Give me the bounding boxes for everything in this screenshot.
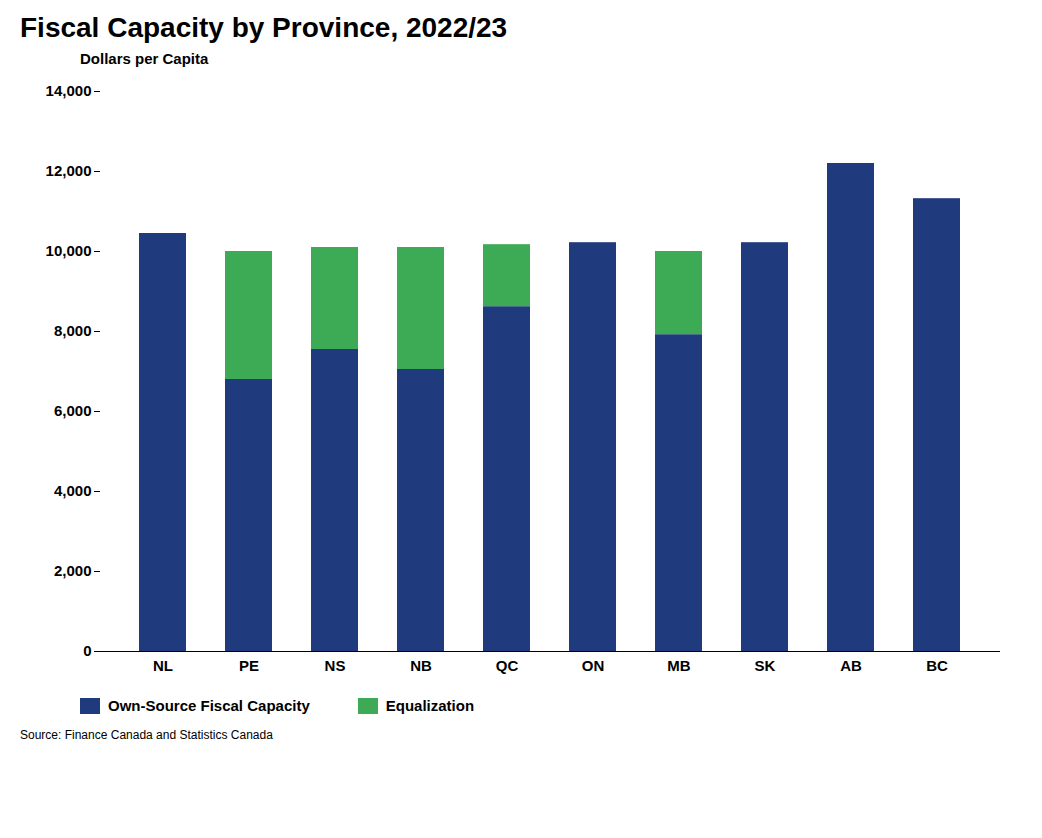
html-text:Fiscal Capacity by Province, 2: Fiscal Capacity by Province, 2022/23 — [20, 12, 508, 43]
html-text:Own-Source Fiscal Capacity: Own-Source Fiscal Capacity — [108, 697, 310, 714]
svg-text:QC: QC — [496, 657, 519, 674]
svg-text:0: 0 — [83, 642, 91, 659]
svg-text:2,000: 2,000 — [54, 562, 92, 579]
svg-text:NS: NS — [325, 657, 346, 674]
svg-text:NL: NL — [153, 657, 173, 674]
html-text:Dollars per Capita: Dollars per Capita — [80, 50, 209, 67]
svg-text:MB: MB — [667, 657, 690, 674]
svg-text:8,000: 8,000 — [54, 322, 92, 339]
svg-text:PE: PE — [239, 657, 259, 674]
html-text:Equalization: Equalization — [385, 697, 475, 714]
svg-text:14,000: 14,000 — [46, 82, 92, 99]
svg-text:12,000: 12,000 — [46, 162, 92, 179]
svg-text:10,000: 10,000 — [46, 242, 92, 259]
svg-text:NB: NB — [410, 657, 432, 674]
svg-text:BC: BC — [926, 657, 948, 674]
svg-text:4,000: 4,000 — [54, 482, 92, 499]
svg-text:ON: ON — [582, 657, 605, 674]
html-text:Source: Finance Canada and Sta: Source: Finance Canada and Statistics Ca… — [20, 728, 273, 742]
svg-text:SK: SK — [755, 657, 776, 674]
svg-text:6,000: 6,000 — [54, 402, 92, 419]
svg-text:AB: AB — [840, 657, 862, 674]
